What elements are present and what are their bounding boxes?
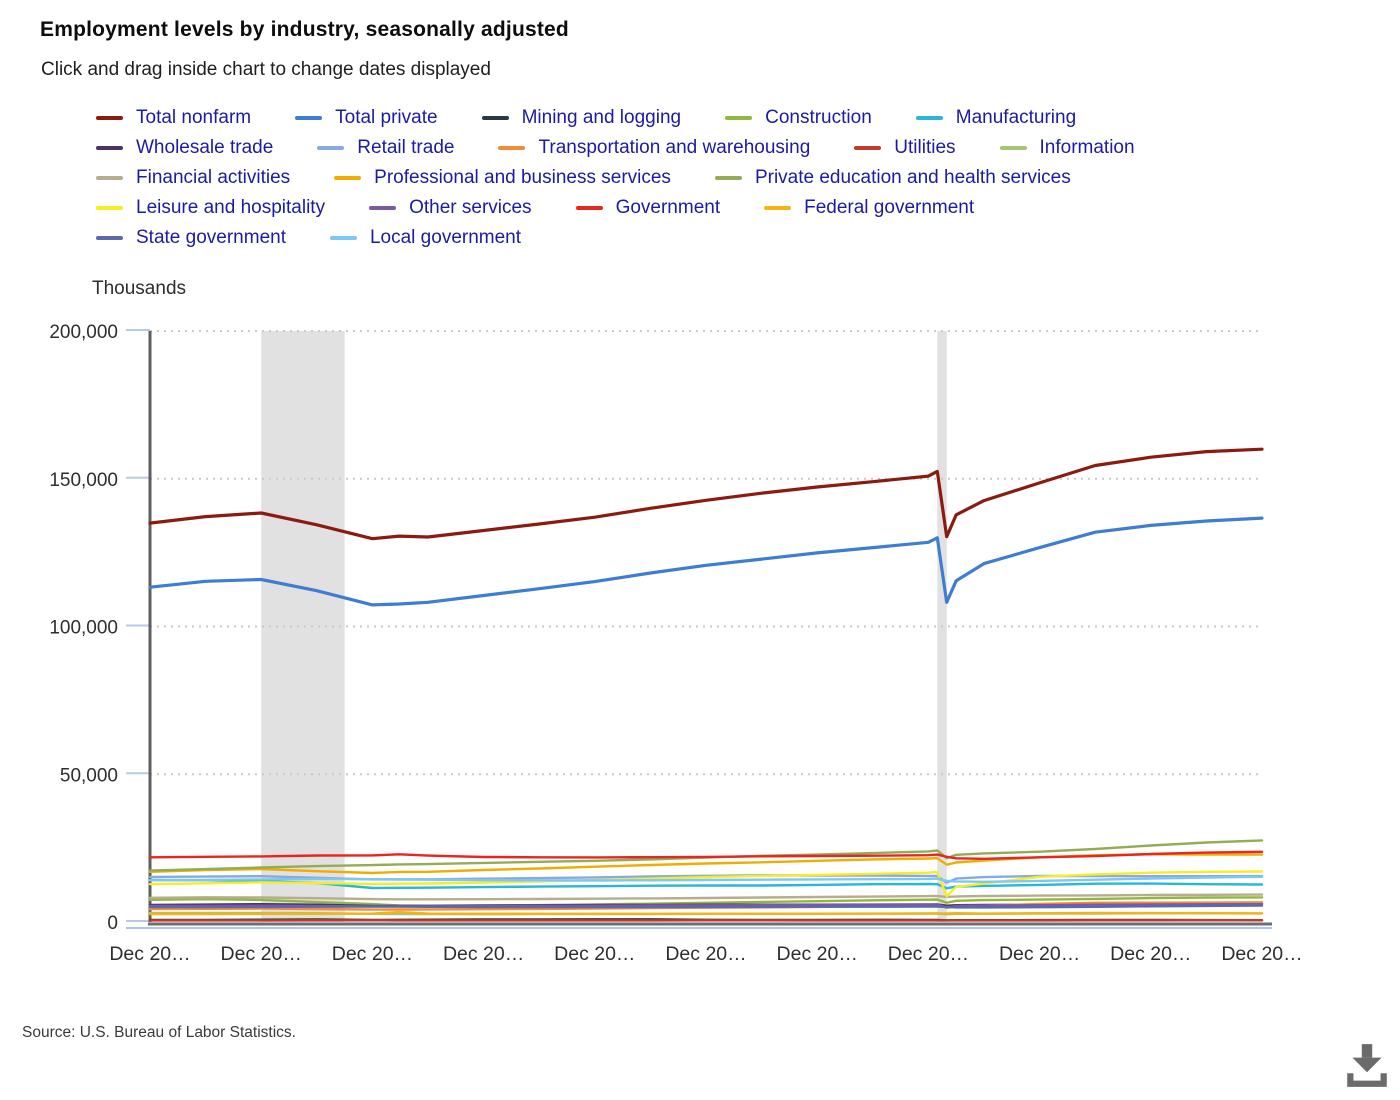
download-button[interactable] [1338,1038,1396,1094]
legend-item-label: Transportation and warehousing [538,137,811,158]
legend-item-federal-government[interactable]: Federal government [764,197,974,219]
download-icon [1347,1044,1387,1087]
legend-item-total-private[interactable]: Total private [295,107,438,129]
y-axis-unit-label: Thousands [92,278,187,299]
legend-item-wholesale-trade[interactable]: Wholesale trade [96,137,273,159]
legend-item-label: Utilities [894,137,956,158]
legend-swatch-icon [481,116,509,120]
legend-row: Financial activities Professional and bus… [96,163,1356,193]
employment-line-chart[interactable]: 0 50,000 100,000 150,000 200,000 Dec 20… Dec 2… [0,300,1400,1000]
legend-item-label: Total private [335,107,438,128]
series-line-federal-government [148,910,1264,916]
legend-item-retail-trade[interactable]: Retail trade [317,137,454,159]
legend-row: Total nonfarm Total private Mining and log… [96,103,1356,133]
x-tick-label: Dec 20… [665,943,746,965]
legend-item-label: State government [136,227,286,248]
series-line-leisure-and-hospitality [148,870,1264,898]
recession-band [261,331,345,922]
legend-item-label: Private education and health services [754,167,1071,188]
series-line-government [148,850,1264,860]
legend-swatch-icon [96,206,123,210]
legend-swatch-icon [999,146,1027,150]
legend-item-label: Other services [409,197,532,218]
legend-row: Wholesale trade Retail trade Transportatio… [96,133,1356,163]
legend-item-state-government[interactable]: State government [96,227,286,249]
legend-swatch-icon [96,146,123,150]
legend-swatch-icon [498,146,526,150]
legend-item-label: Manufacturing [955,107,1077,128]
x-tick-label: Dec 20… [109,943,190,965]
legend-item-label: Federal government [804,197,975,218]
legend-swatch-icon [764,206,792,210]
x-tick-label: Dec 20… [1221,943,1302,965]
legend-swatch-icon [854,146,882,150]
legend-item-manufacturing[interactable]: Manufacturing [915,107,1077,129]
legend-item-utilities[interactable]: Utilities [854,137,956,159]
chart-subtitle: Click and drag inside chart to change da… [41,59,491,80]
legend-swatch-icon [725,116,753,120]
x-tick-label: Dec 20… [999,943,1080,965]
legend-item-information[interactable]: Information [999,137,1135,159]
series-line-state-government [148,904,1264,909]
series-line-local-government [148,875,1264,883]
legend-swatch-icon [334,176,362,180]
x-tick-label: Dec 20… [221,943,302,965]
series-line-construction [148,896,1264,907]
series-line-manufacturing [148,878,1264,890]
legend-swatch-icon [329,236,357,240]
source-note: Source: U.S. Bureau of Labor Statistics. [22,1024,296,1041]
legend-item-label: Financial activities [136,167,291,188]
x-tick-label: Dec 20… [777,943,858,965]
chart-plot-area[interactable]: 0 50,000 100,000 150,000 200,000 Dec 20… Dec 2… [0,300,1400,1000]
legend-swatch-icon [369,206,397,210]
y-tick-label: 150,000 [49,470,118,491]
series-line-total-private [148,516,1264,607]
y-tick-label: 200,000 [49,322,118,343]
x-tick-label: Dec 20… [888,943,969,965]
legend-item-local-government[interactable]: Local government [329,227,522,249]
x-tick-label: Dec 20… [443,943,524,965]
legend-item-leisure-and-hospitality[interactable]: Leisure and hospitality [96,197,325,219]
page-title: Employment levels by industry, seasonall… [40,18,569,41]
series-line-financial-activities [148,893,1264,901]
y-tick-label: 50,000 [60,765,118,786]
legend-item-label: Government [615,197,721,218]
legend-swatch-icon [96,116,123,120]
legend-swatch-icon [96,176,123,180]
legend-row: Leisure and hospitality Other services Gov… [96,193,1356,223]
legend-swatch-icon [714,176,742,180]
legend-item-financial-activities[interactable]: Financial activities [96,167,290,189]
x-tick-label: Dec 20… [554,943,635,965]
legend-swatch-icon [317,146,345,150]
legend-item-label: Retail trade [357,137,455,158]
legend-item-total-nonfarm[interactable]: Total nonfarm [96,107,251,129]
legend-item-label: Total nonfarm [136,107,252,128]
legend-item-professional-and-business-services[interactable]: Professional and business services [334,167,671,189]
y-tick-label: 0 [107,913,118,934]
legend-item-label: Leisure and hospitality [136,197,326,218]
chart-legend: Total nonfarm Total private Mining and log… [96,103,1356,253]
legend-item-label: Construction [765,107,872,128]
legend-swatch-icon [575,206,603,210]
legend-item-other-services[interactable]: Other services [369,197,532,219]
legend-swatch-icon [96,236,123,240]
legend-swatch-icon [295,116,323,120]
legend-item-transportation-and-warehousing[interactable]: Transportation and warehousing [498,137,810,159]
x-tick-label: Dec 20… [332,943,413,965]
legend-item-label: Local government [369,227,522,248]
x-tick-label: Dec 20… [1110,943,1191,965]
series-line-total-nonfarm [148,447,1264,541]
legend-item-private-education-and-health-services[interactable]: Private education and health services [714,167,1071,189]
legend-item-label: Information [1039,137,1135,158]
legend-item-label: Wholesale trade [136,137,274,158]
legend-item-mining-and-logging[interactable]: Mining and logging [481,107,682,129]
legend-row: State government Local government [96,223,1356,253]
legend-swatch-icon [915,116,943,120]
legend-item-label: Professional and business services [374,167,671,188]
legend-item-construction[interactable]: Construction [725,107,872,129]
legend-item-government[interactable]: Government [575,197,721,219]
legend-item-label: Mining and logging [521,107,682,128]
y-tick-label: 100,000 [49,618,118,639]
